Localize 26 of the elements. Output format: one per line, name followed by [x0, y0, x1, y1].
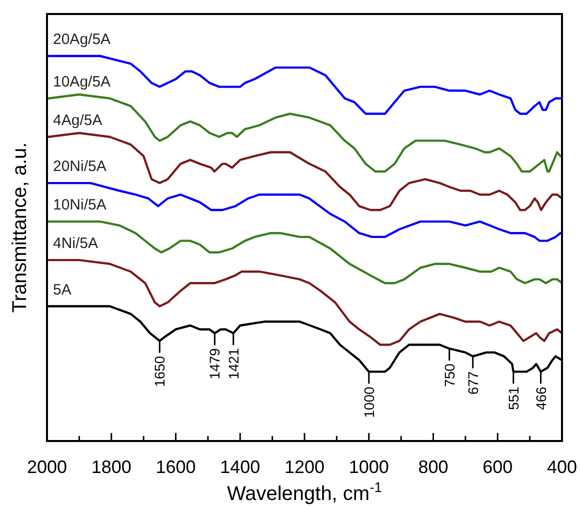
- annotation: 677: [464, 371, 481, 395]
- series-label: 10Ag/5A: [53, 73, 111, 90]
- x-tick-label: 1200: [284, 457, 325, 477]
- x-tick-label: 600: [482, 457, 513, 477]
- y-axis-title: Transmittance, a.u.: [9, 142, 31, 313]
- annotation: 1479: [206, 348, 223, 380]
- x-tick-label: 2000: [26, 457, 68, 477]
- annotation: 551: [505, 386, 522, 410]
- annotation: 1650: [152, 356, 168, 388]
- series-label: 4Ni/5A: [53, 235, 98, 252]
- series-label: 20Ni/5A: [53, 158, 106, 176]
- annotation: 466: [532, 386, 549, 410]
- series-label: 20Ag/5A: [53, 31, 111, 48]
- series-label: 4Ag/5A: [53, 112, 102, 129]
- annotation: 1000: [360, 386, 377, 418]
- series-label: 5A: [53, 281, 72, 298]
- x-tick-label: 1800: [91, 457, 132, 477]
- x-tick-label: 1000: [348, 457, 389, 477]
- x-axis-title: Wavelength, cm$^{-1}$: [226, 479, 382, 505]
- x-tick-label: 1400: [220, 457, 260, 477]
- annotation: 750: [441, 363, 458, 387]
- series-label: 10Ni/5A: [53, 196, 106, 214]
- annotation: 1421: [225, 348, 242, 380]
- x-tick-label: 1600: [156, 457, 196, 477]
- x-tick-label: 400: [546, 457, 578, 477]
- x-tick-label: 800: [418, 457, 448, 477]
